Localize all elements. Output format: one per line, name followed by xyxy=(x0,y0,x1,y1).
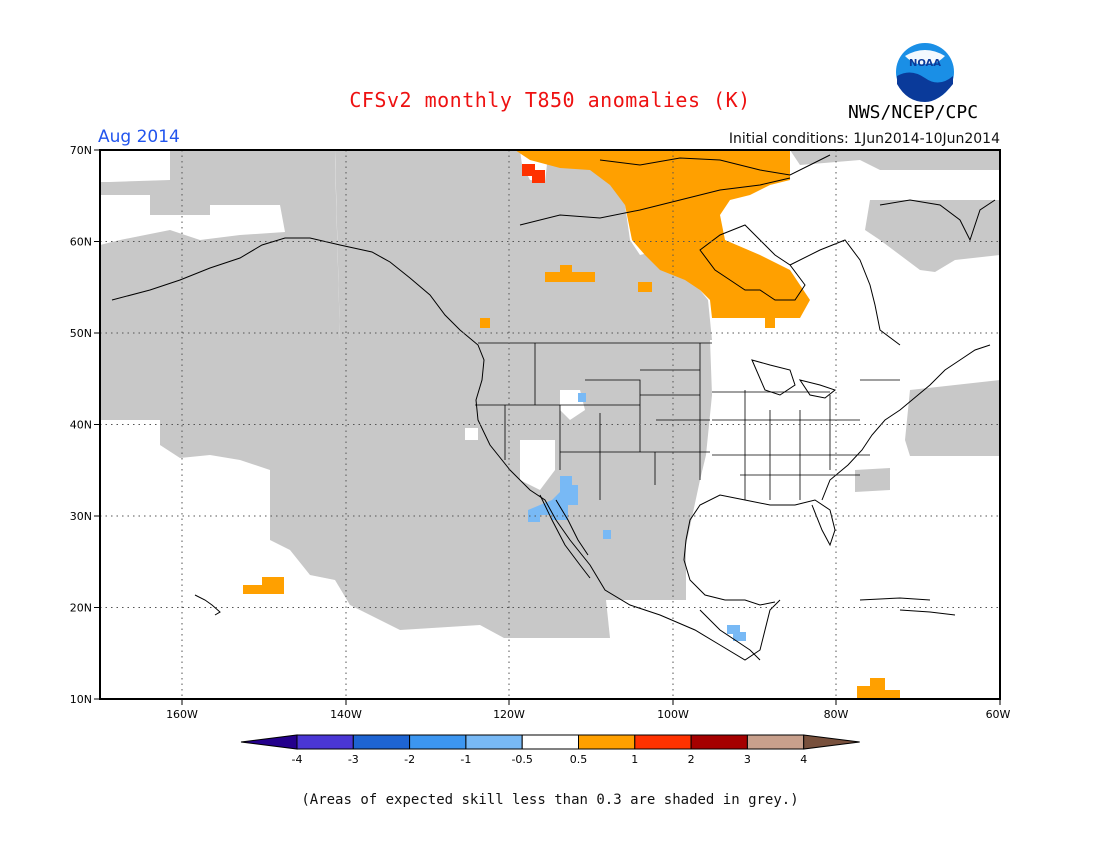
colorbar-segment xyxy=(409,734,467,750)
colorbar-right-arrow xyxy=(803,734,860,750)
lat-label: 50N xyxy=(70,327,92,340)
colorbar-tick-label: 4 xyxy=(800,753,807,766)
colorbar-segment xyxy=(690,734,748,750)
colorbar-segment xyxy=(634,734,692,750)
colorbar-tick-label: 0.5 xyxy=(570,753,588,766)
chart-title: CFSv2 monthly T850 anomalies (K) xyxy=(349,88,751,112)
colorbar-segment xyxy=(296,734,354,750)
lon-label: 120W xyxy=(493,708,525,721)
colorbar-labels: -4 -3 -2 -1 -0.5 0.5 1 2 3 4 xyxy=(292,753,808,766)
colorbar-tick-label: -4 xyxy=(292,753,303,766)
colorbar-tick-label: 3 xyxy=(744,753,751,766)
colorbar-tick-label: 1 xyxy=(631,753,638,766)
lat-labels: 70N 60N 50N 40N 30N 20N 10N xyxy=(70,144,92,706)
lon-label: 100W xyxy=(657,708,689,721)
lat-label: 30N xyxy=(70,510,92,523)
positive-anomaly-region xyxy=(243,150,900,699)
lat-label: 10N xyxy=(70,693,92,706)
colorbar xyxy=(240,734,860,750)
lon-label: 140W xyxy=(330,708,362,721)
lat-label: 70N xyxy=(70,144,92,157)
colorbar-segment xyxy=(352,734,411,750)
negative-anomaly-region xyxy=(528,393,746,641)
lat-label: 20N xyxy=(70,602,92,615)
lat-label: 40N xyxy=(70,419,92,432)
colorbar-tick-label: -3 xyxy=(348,753,359,766)
initial-conditions: Initial conditions: 1Jun2014-10Jun2014 xyxy=(728,131,1000,147)
axis-ticks xyxy=(94,149,1001,705)
noaa-logo: NOAA xyxy=(894,41,956,103)
colorbar-segment xyxy=(578,734,636,750)
colorbar-tick-label: 2 xyxy=(688,753,695,766)
noaa-logo-text: NOAA xyxy=(909,58,941,69)
lon-labels: 160W 140W 120W 100W 80W 60W xyxy=(166,708,1010,721)
coastlines xyxy=(111,154,996,661)
grid-lines xyxy=(100,150,1000,699)
strong-positive-anomaly xyxy=(522,164,545,183)
colorbar-segment xyxy=(465,734,523,750)
colorbar-tick-label: -1 xyxy=(460,753,471,766)
footnote: (Areas of expected skill less than 0.3 a… xyxy=(301,792,799,808)
forecast-month: Aug 2014 xyxy=(98,127,180,147)
lon-label: 80W xyxy=(824,708,849,721)
lon-label: 160W xyxy=(166,708,198,721)
lat-label: 60N xyxy=(70,236,92,249)
colorbar-segment xyxy=(521,734,580,750)
colorbar-left-arrow xyxy=(240,734,298,750)
colorbar-tick-label: -2 xyxy=(404,753,415,766)
agency-label: NWS/NCEP/CPC xyxy=(848,102,979,123)
state-boundaries xyxy=(475,342,900,500)
lon-label: 60W xyxy=(986,708,1011,721)
colorbar-segment xyxy=(746,734,805,750)
colorbar-tick-label: -0.5 xyxy=(511,753,532,766)
